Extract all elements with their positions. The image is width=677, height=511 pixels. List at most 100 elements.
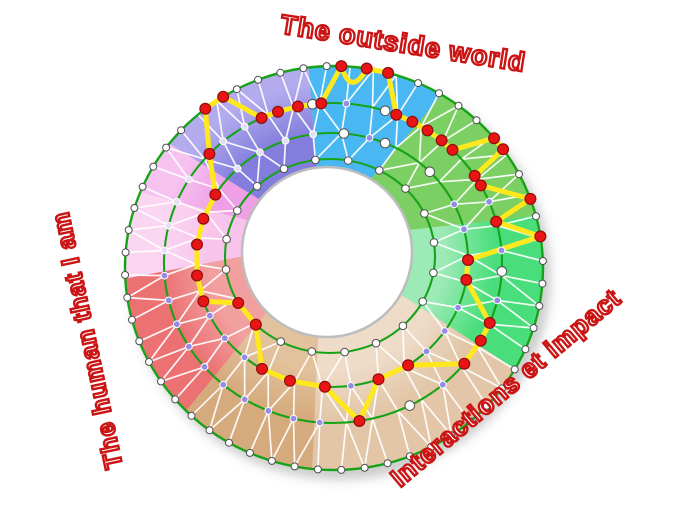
node-selected[interactable] — [255, 111, 268, 124]
node-selected[interactable] — [249, 318, 262, 331]
node-mid-ring[interactable] — [315, 418, 324, 427]
node-selected[interactable] — [191, 238, 204, 251]
node-inner-ring[interactable] — [311, 155, 320, 165]
node-mid-ring[interactable] — [460, 225, 468, 234]
node-mid-ring[interactable] — [219, 137, 228, 146]
node-inner-ring[interactable] — [420, 209, 429, 218]
node-outer-ring[interactable] — [482, 401, 491, 410]
node-selected[interactable] — [402, 359, 415, 372]
node-mid-ring[interactable] — [240, 122, 249, 131]
node-selected[interactable] — [490, 215, 503, 228]
node-outer-ring[interactable] — [157, 377, 165, 386]
node-outer-ring[interactable] — [465, 417, 474, 426]
node-mid-ring[interactable] — [240, 353, 249, 362]
node-outer-ring[interactable] — [121, 248, 130, 257]
node-selected[interactable] — [372, 373, 385, 386]
node-outer-ring[interactable] — [414, 79, 423, 88]
node-outer-ring[interactable] — [532, 212, 540, 221]
node-mid-ring[interactable] — [454, 303, 463, 312]
node-outer-ring[interactable] — [535, 302, 544, 310]
node-outer-ring[interactable] — [121, 271, 130, 279]
node-mid-ring[interactable] — [440, 327, 449, 335]
node-mid-ring[interactable] — [309, 130, 318, 139]
node-blank[interactable] — [338, 128, 350, 139]
node-outer-ring[interactable] — [290, 462, 299, 471]
node-outer-ring[interactable] — [205, 426, 214, 435]
node-inner-ring[interactable] — [233, 206, 242, 215]
node-selected[interactable] — [488, 132, 501, 145]
node-selected[interactable] — [474, 334, 487, 347]
node-outer-ring[interactable] — [337, 465, 346, 474]
node-outer-ring[interactable] — [472, 116, 481, 125]
node-outer-ring[interactable] — [515, 170, 523, 179]
node-selected[interactable] — [534, 230, 547, 243]
node-mid-ring[interactable] — [422, 347, 431, 356]
node-inner-ring[interactable] — [222, 234, 231, 244]
node-mid-ring[interactable] — [497, 246, 506, 255]
node-mid-ring[interactable] — [365, 134, 374, 142]
node-outer-ring[interactable] — [447, 431, 456, 440]
node-selected[interactable] — [406, 115, 419, 128]
node-outer-ring[interactable] — [313, 465, 322, 474]
node-inner-ring[interactable] — [371, 338, 381, 348]
node-inner-ring[interactable] — [375, 166, 384, 175]
node-outer-ring[interactable] — [138, 182, 147, 191]
node-outer-ring[interactable] — [254, 75, 263, 84]
node-selected[interactable] — [474, 179, 487, 192]
node-selected[interactable] — [272, 105, 285, 118]
node-outer-ring[interactable] — [538, 279, 547, 288]
node-mid-ring[interactable] — [220, 334, 229, 343]
node-selected[interactable] — [483, 316, 496, 329]
node-selected[interactable] — [232, 297, 245, 310]
node-selected[interactable] — [524, 192, 537, 205]
node-selected[interactable] — [318, 380, 331, 393]
node-selected[interactable] — [199, 102, 212, 115]
node-outer-ring[interactable] — [360, 463, 369, 472]
node-outer-ring[interactable] — [187, 411, 196, 420]
node-inner-ring[interactable] — [340, 347, 349, 357]
node-mid-ring[interactable] — [450, 200, 459, 209]
node-outer-ring[interactable] — [427, 442, 436, 451]
node-inner-ring[interactable] — [398, 321, 408, 331]
node-outer-ring[interactable] — [435, 89, 443, 98]
node-selected[interactable] — [191, 269, 204, 282]
node-mid-ring[interactable] — [485, 197, 494, 206]
node-inner-ring[interactable] — [401, 184, 410, 193]
node-mid-ring[interactable] — [264, 406, 273, 415]
node-selected[interactable] — [462, 254, 475, 267]
node-outer-ring[interactable] — [177, 126, 186, 135]
node-blank[interactable] — [424, 166, 436, 178]
node-inner-ring[interactable] — [252, 181, 262, 191]
node-blank[interactable] — [496, 266, 508, 277]
node-inner-ring[interactable] — [429, 268, 438, 278]
node-inner-ring[interactable] — [221, 265, 231, 274]
node-blank[interactable] — [404, 400, 416, 411]
node-outer-ring[interactable] — [225, 438, 233, 447]
node-selected[interactable] — [256, 362, 269, 375]
node-mid-ring[interactable] — [185, 342, 193, 351]
node-inner-ring[interactable] — [276, 337, 286, 346]
node-outer-ring[interactable] — [497, 384, 506, 393]
node-mid-ring[interactable] — [200, 363, 209, 371]
node-mid-ring[interactable] — [160, 246, 169, 255]
node-mid-ring[interactable] — [164, 296, 173, 305]
node-mid-ring[interactable] — [205, 311, 214, 320]
node-outer-ring[interactable] — [171, 395, 180, 404]
node-mid-ring[interactable] — [164, 221, 173, 230]
node-outer-ring[interactable] — [529, 324, 538, 332]
node-mid-ring[interactable] — [185, 175, 193, 184]
node-outer-ring[interactable] — [162, 143, 171, 152]
node-mid-ring[interactable] — [438, 380, 447, 389]
node-selected[interactable] — [209, 188, 222, 201]
node-mid-ring[interactable] — [289, 414, 298, 423]
node-outer-ring[interactable] — [145, 357, 153, 366]
node-outer-ring[interactable] — [510, 365, 519, 374]
node-mid-ring[interactable] — [173, 320, 181, 329]
node-outer-ring[interactable] — [123, 293, 132, 302]
node-selected[interactable] — [315, 97, 328, 110]
node-mid-ring[interactable] — [160, 271, 169, 280]
node-inner-ring[interactable] — [279, 164, 289, 174]
node-outer-ring[interactable] — [130, 204, 139, 212]
node-selected[interactable] — [353, 415, 366, 428]
node-outer-ring[interactable] — [232, 85, 241, 94]
